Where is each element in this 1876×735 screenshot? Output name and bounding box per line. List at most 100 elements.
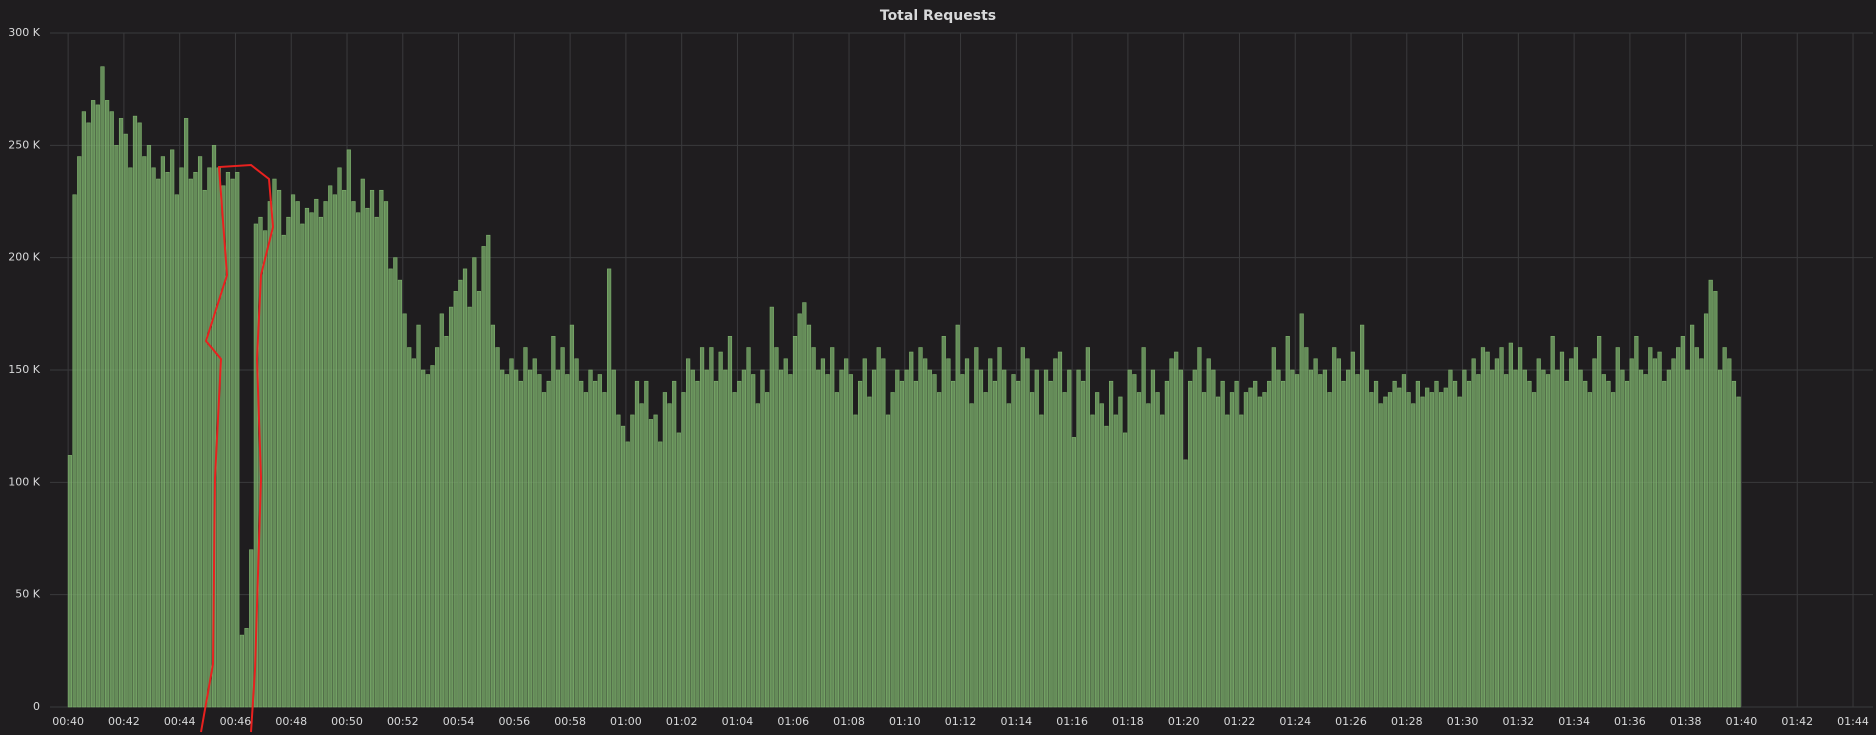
bar xyxy=(876,347,881,708)
bar xyxy=(997,347,1002,708)
bar xyxy=(1183,459,1188,708)
bar xyxy=(1573,347,1579,708)
bar xyxy=(1011,374,1016,708)
bar xyxy=(816,369,821,708)
bar xyxy=(328,185,333,708)
bar xyxy=(1109,380,1114,708)
bar xyxy=(806,324,812,708)
bar xyxy=(1369,392,1374,708)
bar xyxy=(755,403,760,708)
x-tick-label: 00:50 xyxy=(331,715,363,728)
bar xyxy=(760,369,765,708)
bar xyxy=(360,178,365,708)
bar xyxy=(91,100,96,708)
bar xyxy=(369,189,375,708)
bar xyxy=(1480,347,1486,708)
bar xyxy=(737,380,742,708)
bar xyxy=(1508,342,1513,708)
x-tick-label: 01:44 xyxy=(1837,715,1869,728)
x-tick-label: 01:20 xyxy=(1168,715,1200,728)
bar xyxy=(1717,369,1723,708)
bar xyxy=(551,335,556,708)
bar xyxy=(184,118,189,708)
bar xyxy=(1160,414,1165,708)
bar xyxy=(1559,351,1565,708)
x-tick-label: 01:22 xyxy=(1224,715,1256,728)
bar xyxy=(314,198,319,708)
x-tick-label: 00:46 xyxy=(220,715,252,728)
bar xyxy=(1067,369,1072,708)
bar xyxy=(476,291,482,708)
bar xyxy=(1136,392,1142,708)
bar xyxy=(1053,358,1058,708)
bar xyxy=(774,347,779,708)
bar xyxy=(128,167,133,708)
y-tick-label: 50 K xyxy=(15,588,40,601)
bar xyxy=(1499,347,1504,708)
bar xyxy=(1611,392,1616,708)
x-tick-label: 00:56 xyxy=(498,715,530,728)
x-tick-label: 01:04 xyxy=(722,715,754,728)
bar xyxy=(1322,369,1328,708)
bar xyxy=(1164,380,1169,708)
bar xyxy=(723,369,728,708)
bar xyxy=(1490,369,1495,708)
bar xyxy=(1118,396,1123,708)
chart-title: Total Requests xyxy=(880,8,996,24)
bar xyxy=(918,347,923,708)
bar xyxy=(1016,380,1021,708)
bar xyxy=(695,380,700,708)
bar xyxy=(1318,374,1323,708)
bar xyxy=(1703,313,1709,708)
bar xyxy=(77,156,82,708)
bar xyxy=(653,414,658,708)
bar xyxy=(1425,387,1430,708)
bar xyxy=(1039,414,1044,708)
bar xyxy=(1262,392,1267,708)
bar xyxy=(1429,392,1434,708)
x-tick-label: 00:44 xyxy=(164,715,196,728)
bar xyxy=(486,234,491,708)
bar xyxy=(1727,358,1732,708)
bar xyxy=(523,347,528,708)
bar xyxy=(1708,279,1713,708)
bar xyxy=(1569,358,1574,708)
bar xyxy=(1657,351,1662,708)
bar xyxy=(681,392,686,708)
bar xyxy=(1378,403,1383,708)
bar xyxy=(72,194,77,708)
bar xyxy=(1587,392,1592,708)
bar xyxy=(639,403,644,708)
bar xyxy=(453,291,458,708)
bar xyxy=(1392,380,1397,708)
bar xyxy=(1150,369,1156,708)
bar xyxy=(732,392,737,708)
bar xyxy=(207,167,212,708)
bar xyxy=(1299,313,1304,708)
bar xyxy=(1676,347,1681,708)
y-tick-label: 300 K xyxy=(8,26,40,39)
bar xyxy=(1276,369,1281,708)
bar xyxy=(1071,437,1077,708)
bar xyxy=(1545,374,1551,708)
bar xyxy=(937,392,942,708)
bar xyxy=(1127,369,1132,708)
x-tick-label: 01:08 xyxy=(833,715,865,728)
bar xyxy=(974,347,979,708)
bar xyxy=(1099,403,1104,708)
bar xyxy=(620,425,626,708)
bar xyxy=(1169,358,1174,708)
bar xyxy=(1713,291,1718,708)
bar xyxy=(332,194,337,708)
bar xyxy=(797,313,802,708)
bar xyxy=(862,358,867,708)
bar xyxy=(741,369,747,708)
bar xyxy=(1601,374,1606,708)
bar xyxy=(1471,358,1476,708)
bar xyxy=(509,358,514,708)
bar xyxy=(514,369,519,708)
bar xyxy=(374,216,379,708)
bar xyxy=(676,432,681,708)
bar xyxy=(467,306,472,708)
bar xyxy=(1155,392,1160,708)
